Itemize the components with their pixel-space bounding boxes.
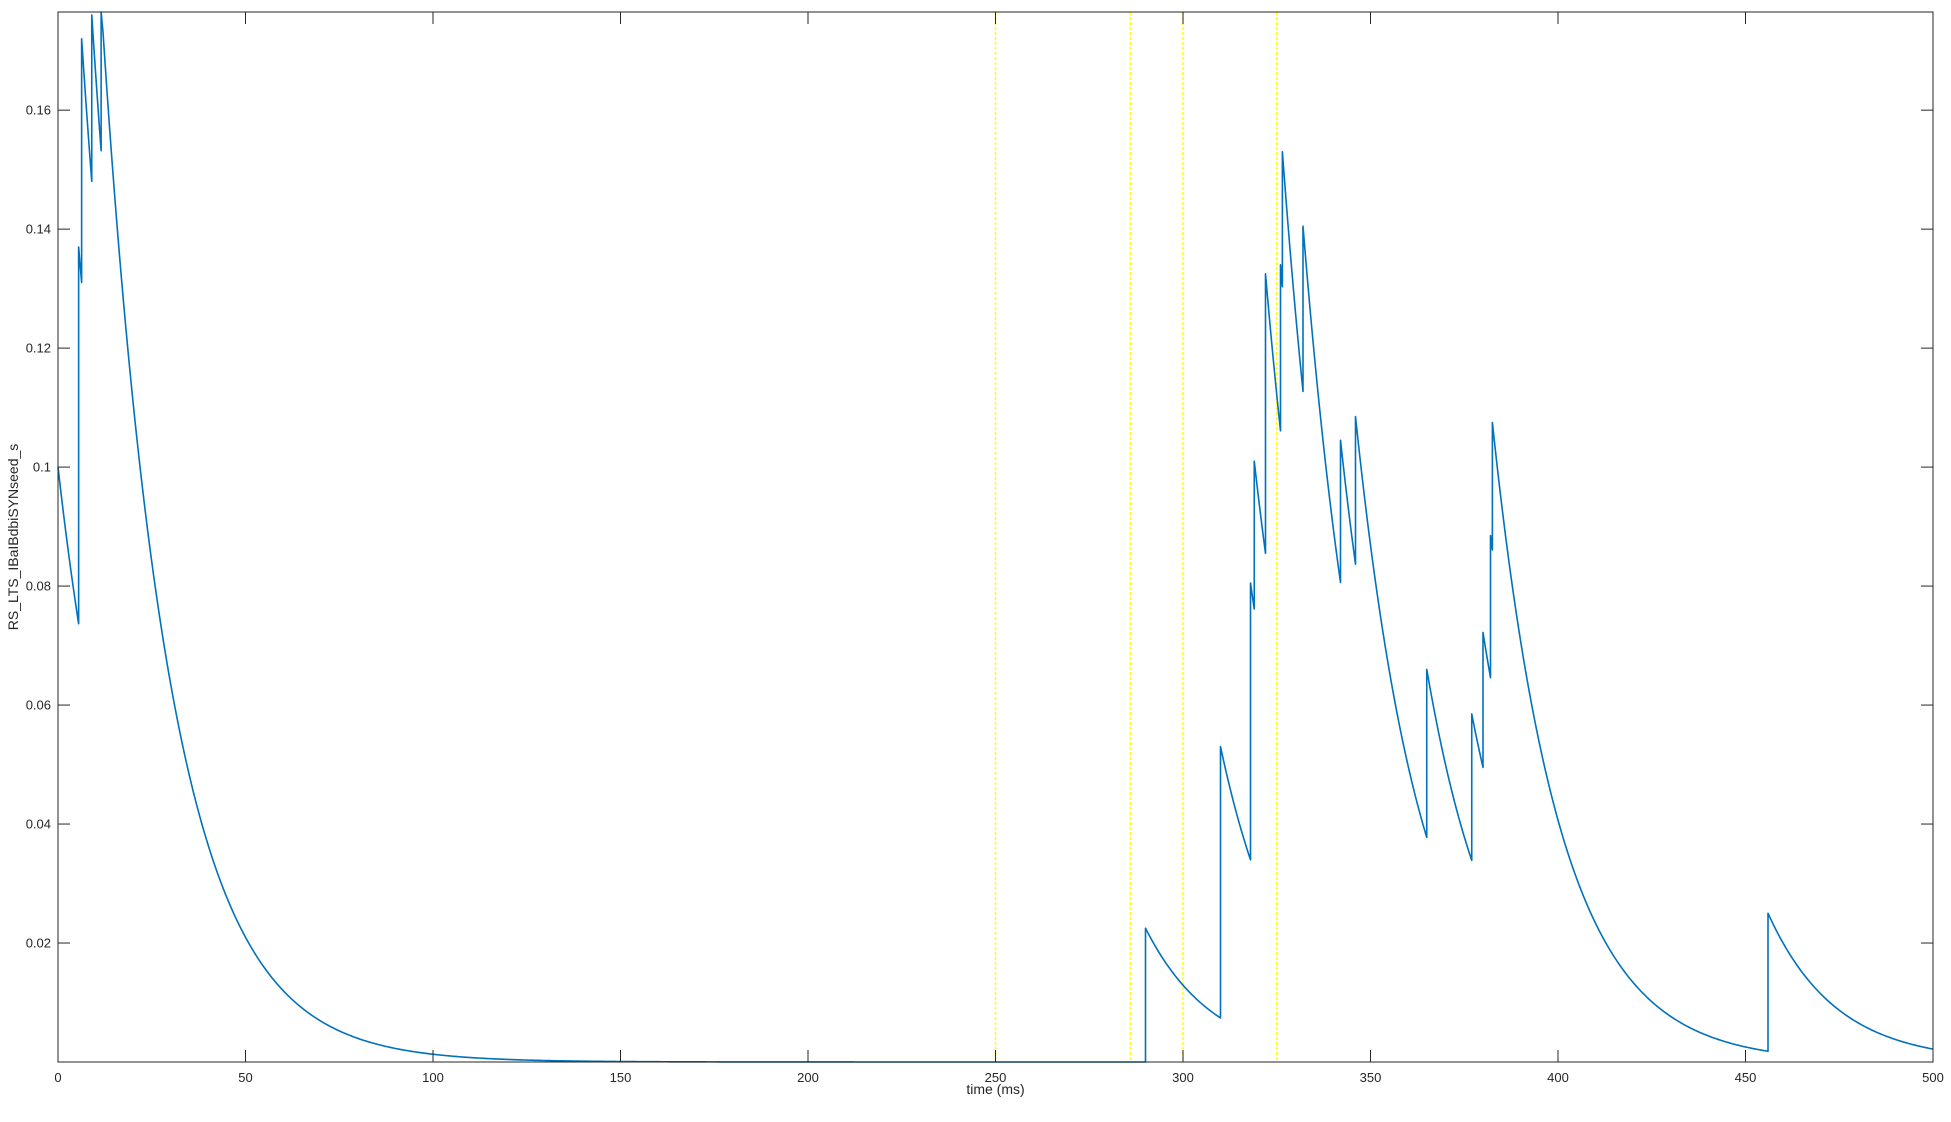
y-tick-label: 0.12 bbox=[26, 341, 51, 356]
y-tick-label: 0.04 bbox=[26, 817, 51, 832]
x-axis-label: time (ms) bbox=[966, 1081, 1024, 1097]
y-tick-label: 0.14 bbox=[26, 222, 51, 237]
y-tick-label: 0.06 bbox=[26, 698, 51, 713]
y-axis-label: RS_LTS_IBaIBdbiSYNseed_s bbox=[5, 444, 21, 631]
x-tick-label: 200 bbox=[797, 1070, 819, 1085]
x-tick-label: 150 bbox=[610, 1070, 632, 1085]
x-axis-ticks: 0 50 100 150 200 250 300 350 400 450 500 bbox=[54, 12, 1944, 1085]
y-tick-label: 0.16 bbox=[26, 103, 51, 118]
event-markers bbox=[994, 12, 1278, 1062]
x-tick-label: 100 bbox=[422, 1070, 444, 1085]
y-tick-label: 0.02 bbox=[26, 936, 51, 951]
y-tick-label: 0.1 bbox=[33, 460, 51, 475]
x-tick-label: 250 bbox=[985, 1070, 1007, 1085]
y-axis-ticks: 0.02 0.04 0.06 0.08 0.1 0.12 0.14 0.16 bbox=[26, 103, 1933, 951]
x-tick-label: 0 bbox=[54, 1070, 61, 1085]
x-tick-label: 450 bbox=[1735, 1070, 1757, 1085]
x-tick-label: 400 bbox=[1547, 1070, 1569, 1085]
y-tick-label: 0.08 bbox=[26, 579, 51, 594]
x-tick-label: 500 bbox=[1922, 1070, 1944, 1085]
x-tick-label: 50 bbox=[238, 1070, 252, 1085]
x-tick-label: 300 bbox=[1172, 1070, 1194, 1085]
x-tick-label: 350 bbox=[1360, 1070, 1382, 1085]
